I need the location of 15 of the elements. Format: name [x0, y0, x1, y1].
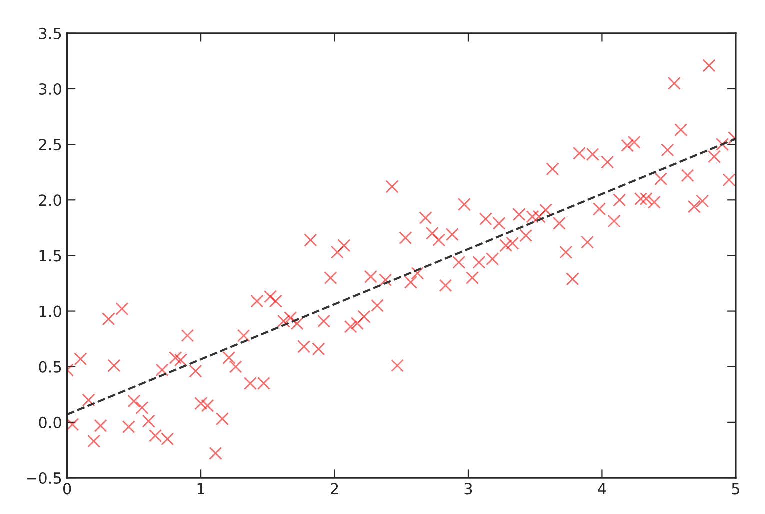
y-tick-label: 3.5 [39, 28, 62, 40]
y-tick-label: −0.5 [26, 472, 62, 484]
x-tick-label: 5 [732, 483, 740, 495]
x-tick-label: 0 [63, 483, 72, 495]
y-tick-label: 3.0 [39, 83, 62, 96]
y-tick-label: 0.0 [39, 416, 62, 428]
y-tick-label: 1.5 [40, 250, 62, 262]
x-tick-label: 3 [464, 483, 472, 495]
x-tick-label: 4 [598, 483, 606, 494]
y-tick-label: 2.0 [39, 194, 62, 206]
x-tick-label: 1 [198, 483, 204, 494]
x-tick-label: 2 [331, 483, 338, 494]
y-tick-label: 2.5 [39, 139, 62, 151]
y-tick-label: 0.5 [39, 361, 62, 373]
y-tick-label: 1.0 [40, 306, 62, 318]
